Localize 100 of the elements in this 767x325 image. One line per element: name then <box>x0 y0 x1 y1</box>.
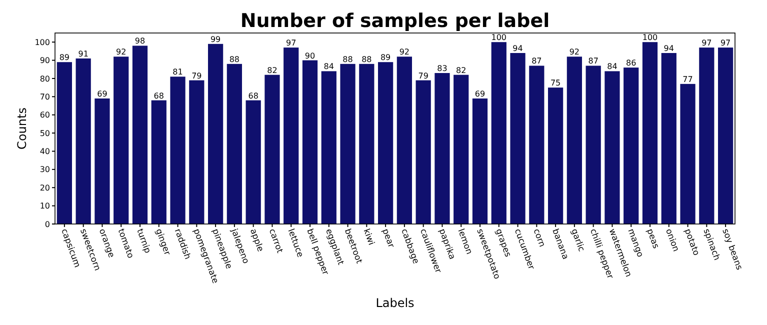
x-tick-label: orange <box>96 228 116 260</box>
data-label: 94 <box>664 44 674 54</box>
data-label: 83 <box>437 64 448 74</box>
bar <box>264 74 280 224</box>
bar <box>226 64 242 224</box>
x-tick-label: corn <box>530 228 547 249</box>
x-tick-label: lemon <box>455 228 474 256</box>
y-tick-label: 60 <box>40 110 50 120</box>
y-tick-label: 80 <box>40 74 50 84</box>
x-tick-label: soy beans <box>720 228 744 272</box>
y-tick-label: 70 <box>40 92 50 102</box>
bar <box>586 66 601 224</box>
bar <box>529 66 544 224</box>
bar <box>699 48 714 224</box>
bar <box>94 98 110 224</box>
bar <box>284 48 299 224</box>
data-label: 69 <box>97 89 108 98</box>
data-label: 97 <box>720 38 731 48</box>
bar <box>510 53 526 224</box>
x-tick-label: pear <box>380 228 396 250</box>
data-label: 75 <box>550 78 561 88</box>
bar <box>76 58 91 224</box>
bar <box>434 73 450 224</box>
data-label: 86 <box>626 58 636 68</box>
data-label: 94 <box>512 44 523 54</box>
bar <box>604 71 620 224</box>
x-tick-label: onion <box>663 228 681 254</box>
y-tick-label: 10 <box>40 202 50 211</box>
bar <box>302 60 318 224</box>
bar <box>718 48 734 224</box>
y-tick-label: 0 <box>44 220 50 229</box>
x-tick-label: carrot <box>266 228 285 256</box>
bar <box>246 100 261 224</box>
bar <box>454 74 469 224</box>
data-label: 87 <box>588 56 598 66</box>
bar <box>472 98 488 224</box>
data-label: 88 <box>342 54 353 64</box>
bar <box>170 76 186 224</box>
x-tick-label: apple <box>248 228 265 254</box>
data-label: 92 <box>569 48 580 57</box>
data-label: 68 <box>248 91 258 100</box>
x-tick-label: turnip <box>134 228 152 255</box>
x-tick-label: lettuce <box>285 228 305 259</box>
bar <box>56 62 72 224</box>
x-tick-label: mango <box>625 228 645 259</box>
data-label: 79 <box>192 71 202 80</box>
data-label: 79 <box>418 71 428 80</box>
x-tick-label: tomato <box>115 228 136 260</box>
x-axis-title: Labels <box>376 296 414 310</box>
data-label: 68 <box>154 91 164 100</box>
data-label: 100 <box>642 33 658 42</box>
y-tick-label: 90 <box>40 56 50 66</box>
data-label: 82 <box>456 66 466 75</box>
bar <box>132 46 148 224</box>
data-label: 91 <box>78 49 88 58</box>
bar <box>208 44 224 224</box>
data-label: 97 <box>286 38 296 48</box>
bar <box>396 56 412 224</box>
y-tick-label: 40 <box>40 147 50 156</box>
bar <box>661 53 676 224</box>
bar <box>340 64 356 224</box>
x-tick-label: kiwi <box>360 228 376 247</box>
data-label: 92 <box>116 48 126 57</box>
data-label: 99 <box>210 34 221 44</box>
data-label: 82 <box>267 66 278 75</box>
data-label: 88 <box>362 54 372 64</box>
data-label: 87 <box>532 56 542 66</box>
bar <box>359 64 374 224</box>
x-tick-label: peas <box>644 228 661 251</box>
bar <box>189 80 204 224</box>
y-tick-label: 50 <box>40 128 50 138</box>
bar <box>548 88 564 224</box>
bar <box>321 71 336 224</box>
data-label: 100 <box>491 33 507 42</box>
data-label: 69 <box>474 89 486 98</box>
bar <box>151 100 166 224</box>
data-label: 89 <box>380 53 391 62</box>
data-label: 81 <box>172 68 183 77</box>
data-label: 98 <box>134 36 146 46</box>
y-tick-label: 30 <box>40 165 50 174</box>
bar <box>642 42 658 224</box>
bar <box>114 56 129 224</box>
y-tick-label: 100 <box>34 38 50 47</box>
bar <box>378 62 394 224</box>
data-label: 92 <box>399 48 410 57</box>
data-label: 88 <box>229 54 240 64</box>
bar <box>416 80 431 224</box>
bar <box>491 42 506 224</box>
data-label: 97 <box>702 38 712 48</box>
data-label: 89 <box>59 53 70 62</box>
data-label: 84 <box>607 62 618 72</box>
data-label: 77 <box>682 74 693 84</box>
chart-title: Number of samples per label <box>240 10 550 32</box>
bar <box>680 84 696 224</box>
y-axis-title: Counts <box>15 108 29 150</box>
bar <box>624 68 639 224</box>
data-label: 84 <box>324 62 334 72</box>
data-label: 90 <box>304 51 316 60</box>
bar <box>566 56 582 224</box>
x-tick-label: garlic <box>568 228 586 254</box>
